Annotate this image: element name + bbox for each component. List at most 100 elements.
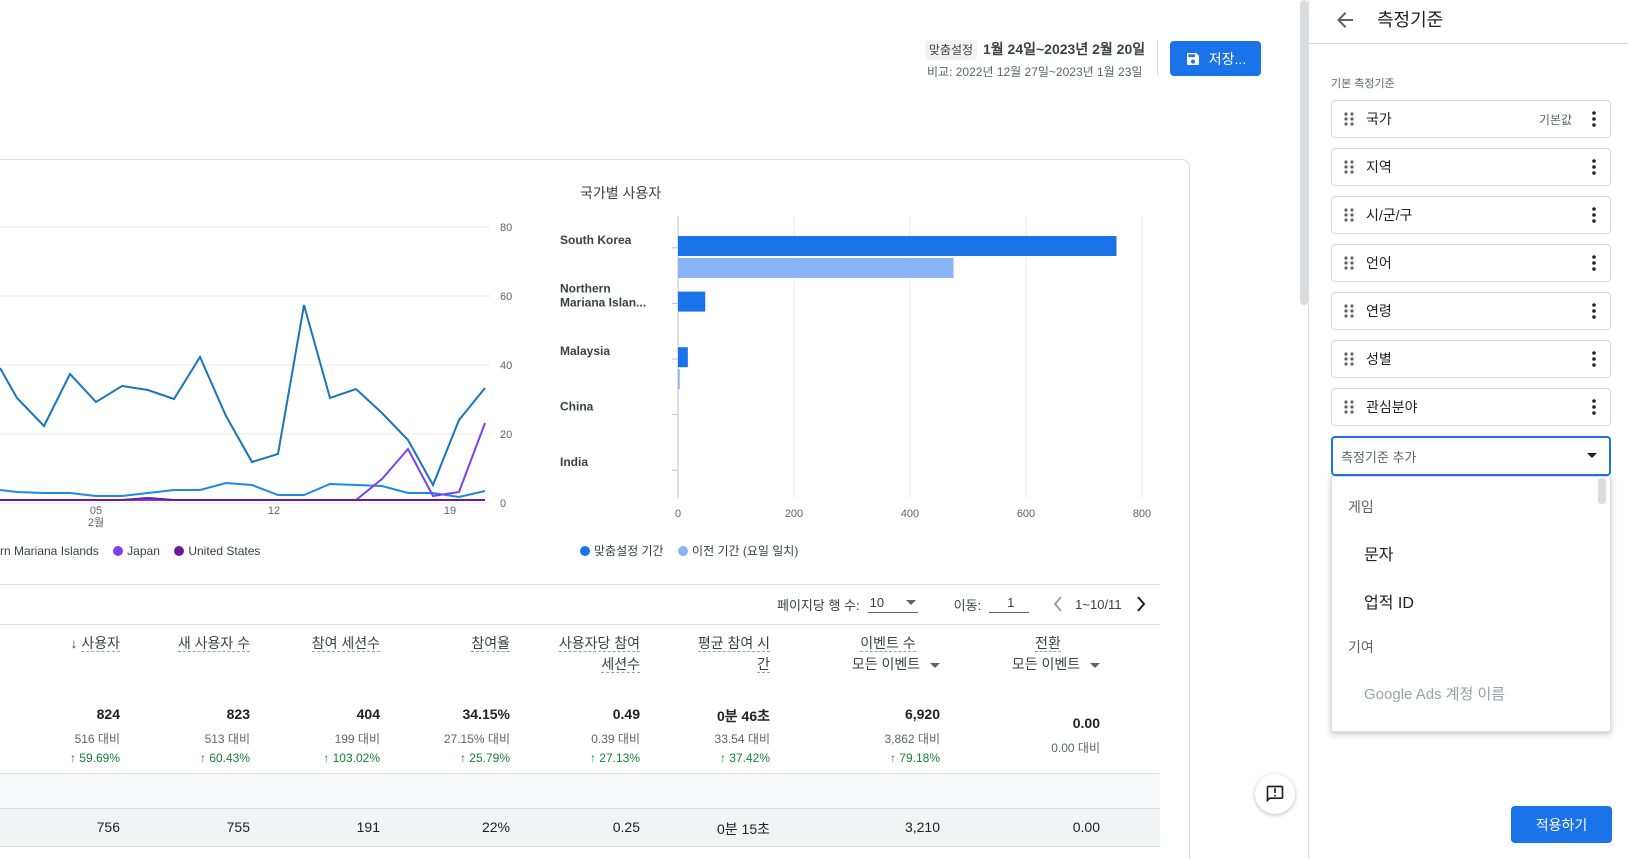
more-vert-icon[interactable] bbox=[1582, 299, 1606, 323]
drag-handle-icon[interactable] bbox=[1344, 207, 1358, 223]
total-value: 0.00 bbox=[1072, 715, 1100, 731]
save-label: 저장... bbox=[1208, 50, 1247, 67]
goto-input[interactable]: 1 bbox=[989, 595, 1030, 613]
total-change-value: 59.69% bbox=[79, 751, 120, 765]
dropdown-option[interactable]: 업적 ID bbox=[1364, 595, 1414, 612]
arrow-up-icon: ↑ bbox=[589, 751, 600, 765]
page-range: 1~10/11 bbox=[1075, 596, 1122, 612]
legend-item: United States bbox=[174, 544, 260, 558]
col-header-users[interactable]: ↓ 사용자 bbox=[60, 633, 120, 654]
drag-handle-icon[interactable] bbox=[1344, 351, 1358, 367]
apply-button[interactable]: 적용하기 bbox=[1511, 806, 1612, 843]
drag-handle-icon[interactable] bbox=[1344, 399, 1358, 415]
arrow-up-icon: ↑ bbox=[199, 751, 210, 765]
page-scrollbar[interactable] bbox=[1300, 0, 1308, 305]
category-label: China bbox=[560, 400, 594, 414]
legend-dot bbox=[580, 546, 590, 556]
bar-previous[interactable] bbox=[678, 258, 954, 278]
legend-dot bbox=[678, 546, 689, 556]
total-value: 824 bbox=[96, 706, 120, 722]
goto-label: 이동: bbox=[953, 597, 982, 613]
add-dimension-select[interactable]: 측정기준 추가 bbox=[1331, 436, 1611, 476]
table-cell: 0.25 bbox=[612, 819, 640, 835]
dimension-item[interactable]: 언어 bbox=[1331, 244, 1611, 282]
y-tick-label: 40 bbox=[500, 360, 512, 372]
dimension-item[interactable]: 지역 bbox=[1331, 148, 1611, 186]
bar-chart: 0 200 400 600 800 South Korea Northern Mariana… bbox=[560, 216, 1151, 520]
table-divider bbox=[0, 584, 1160, 585]
col-header-engagement-rate[interactable]: 참여율 bbox=[440, 633, 510, 654]
dimension-item[interactable]: 성별 bbox=[1331, 340, 1611, 378]
date-range[interactable]: 1월 24일~2023년 2월 20일 bbox=[983, 41, 1146, 57]
table-cell: 0.00 bbox=[1072, 819, 1100, 835]
dimension-item[interactable]: 시/군/구 bbox=[1331, 196, 1611, 234]
bar-previous[interactable] bbox=[678, 369, 680, 390]
more-vert-icon[interactable] bbox=[1582, 347, 1606, 371]
dimension-label: 성별 bbox=[1366, 351, 1392, 367]
col-header-event-count[interactable]: 이벤트 수 모든 이벤트 bbox=[820, 633, 940, 675]
more-vert-icon[interactable] bbox=[1582, 251, 1606, 275]
pagination: 페이지당 행 수: 10 이동: 1 1~10/11 bbox=[777, 592, 1146, 616]
add-dimension-placeholder: 측정기준 추가 bbox=[1341, 449, 1417, 465]
bar-current[interactable] bbox=[678, 236, 1117, 256]
save-button[interactable]: 저장... bbox=[1170, 41, 1261, 76]
col-header-conversions[interactable]: 전환 모든 이벤트 bbox=[980, 633, 1100, 675]
col-header-label: 사용자 bbox=[81, 635, 120, 652]
y-tick-label: 0 bbox=[500, 498, 506, 510]
dimension-label: 언어 bbox=[1366, 255, 1392, 271]
chevron-right-icon[interactable] bbox=[1136, 596, 1146, 612]
series-line-united-states bbox=[0, 496, 485, 501]
col-header-avg-engagement[interactable]: 평균 참여 시 간 bbox=[680, 633, 770, 675]
legend-label: rn Mariana Islands bbox=[0, 544, 99, 558]
dimension-item[interactable]: 국가 기본값 bbox=[1331, 100, 1611, 138]
caret-down-icon[interactable] bbox=[930, 663, 940, 669]
total-compare: 513 대비 bbox=[204, 732, 250, 746]
total-value: 0.49 bbox=[612, 706, 640, 722]
total-compare: 3,862 대비 bbox=[884, 732, 940, 746]
more-vert-icon[interactable] bbox=[1582, 203, 1606, 227]
total-change: ↑ 27.13% bbox=[540, 751, 640, 765]
col-header-sessions-per-user[interactable]: 사용자당 참여 세션수 bbox=[540, 633, 640, 675]
dropdown-option[interactable]: 문자 bbox=[1364, 547, 1394, 564]
category-label: Malaysia bbox=[560, 344, 610, 358]
table-row[interactable] bbox=[0, 809, 1160, 847]
custom-badge: 맞춤설정 bbox=[925, 40, 977, 60]
drag-handle-icon[interactable] bbox=[1344, 303, 1358, 319]
dropdown-scrollbar[interactable] bbox=[1598, 478, 1606, 504]
col-header-engaged-sessions[interactable]: 참여 세션수 bbox=[290, 633, 380, 654]
total-change-value: 37.42% bbox=[729, 751, 770, 765]
sort-down-icon: ↓ bbox=[70, 635, 78, 651]
dropdown-option[interactable]: Google Ads 계정 이름 bbox=[1364, 686, 1506, 703]
save-icon bbox=[1186, 52, 1199, 65]
bar-chart-x-ticks: 0 200 400 600 800 bbox=[675, 508, 1151, 520]
legend-label: United States bbox=[188, 544, 261, 558]
more-vert-icon[interactable] bbox=[1582, 155, 1606, 179]
col-header-label: 평균 참여 시 bbox=[697, 635, 770, 652]
dimension-label: 국가 bbox=[1366, 111, 1392, 127]
chevron-left-icon[interactable] bbox=[1053, 596, 1063, 612]
total-change: ↑ 59.69% bbox=[60, 751, 120, 765]
legend-label: 맞춤설정 기간 bbox=[594, 544, 664, 558]
caret-down-icon bbox=[1587, 453, 1597, 458]
feedback-icon bbox=[1266, 785, 1284, 803]
bar-current[interactable] bbox=[678, 291, 706, 312]
drag-handle-icon[interactable] bbox=[1344, 111, 1358, 127]
caret-down-icon[interactable] bbox=[1090, 663, 1100, 669]
x-tick-label: 12 bbox=[268, 505, 280, 517]
x-tick-label: 800 bbox=[1133, 508, 1151, 520]
dimension-item[interactable]: 연령 bbox=[1331, 292, 1611, 330]
arrow-up-icon: ↑ bbox=[323, 751, 333, 765]
feedback-button[interactable] bbox=[1255, 774, 1295, 814]
col-header-new-users[interactable]: 새 사용자 수 bbox=[160, 633, 250, 654]
rows-per-page-value: 10 bbox=[869, 595, 885, 610]
dimension-label: 지역 bbox=[1366, 159, 1392, 175]
more-vert-icon[interactable] bbox=[1582, 107, 1606, 131]
more-vert-icon[interactable] bbox=[1582, 395, 1606, 419]
drag-handle-icon[interactable] bbox=[1344, 159, 1358, 175]
dimension-item[interactable]: 관심분야 bbox=[1331, 388, 1611, 426]
legend-label: 이전 기간 (요일 일치) bbox=[692, 544, 799, 558]
drag-handle-icon[interactable] bbox=[1344, 255, 1358, 271]
bar-current[interactable] bbox=[678, 347, 688, 368]
back-arrow-icon[interactable] bbox=[1333, 8, 1357, 32]
rows-per-page-select[interactable]: 10 bbox=[867, 595, 918, 613]
